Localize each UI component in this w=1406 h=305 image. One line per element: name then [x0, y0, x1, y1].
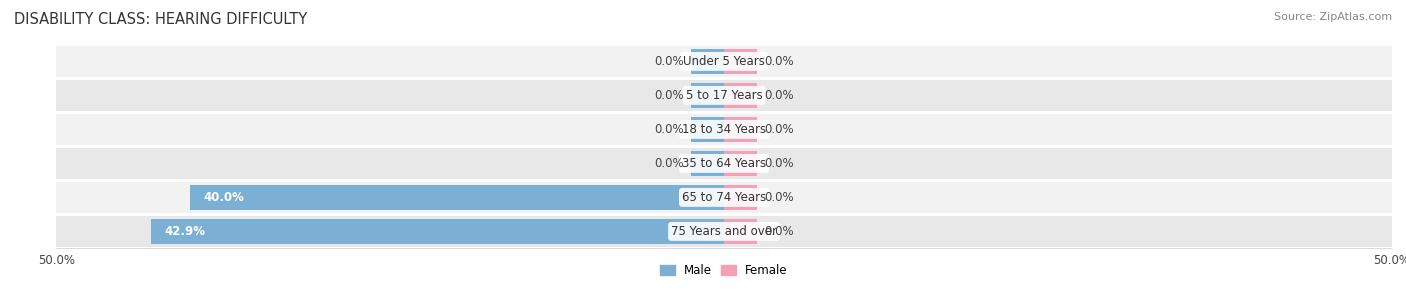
Text: 40.0%: 40.0% — [204, 191, 245, 204]
Text: 42.9%: 42.9% — [165, 225, 205, 238]
Text: 0.0%: 0.0% — [654, 157, 685, 170]
Text: 0.0%: 0.0% — [765, 89, 794, 102]
Bar — [56, 216, 1392, 247]
Text: 0.0%: 0.0% — [765, 55, 794, 68]
Text: 0.0%: 0.0% — [765, 191, 794, 204]
Bar — [724, 117, 758, 142]
Text: DISABILITY CLASS: HEARING DIFFICULTY: DISABILITY CLASS: HEARING DIFFICULTY — [14, 12, 308, 27]
Bar — [724, 151, 758, 176]
Bar — [690, 117, 724, 142]
Text: Source: ZipAtlas.com: Source: ZipAtlas.com — [1274, 12, 1392, 22]
Text: 0.0%: 0.0% — [654, 89, 685, 102]
Text: 35 to 64 Years: 35 to 64 Years — [682, 157, 766, 170]
Bar — [56, 182, 1392, 213]
Text: 65 to 74 Years: 65 to 74 Years — [682, 191, 766, 204]
Bar — [724, 49, 758, 74]
Bar — [724, 83, 758, 108]
Bar — [690, 151, 724, 176]
Bar — [56, 46, 1392, 77]
Bar — [690, 83, 724, 108]
Text: 0.0%: 0.0% — [765, 225, 794, 238]
Bar — [150, 219, 724, 244]
Bar — [190, 185, 724, 210]
Text: 0.0%: 0.0% — [765, 157, 794, 170]
Text: 0.0%: 0.0% — [654, 123, 685, 136]
Bar — [724, 185, 758, 210]
Legend: Male, Female: Male, Female — [655, 259, 793, 282]
Text: 18 to 34 Years: 18 to 34 Years — [682, 123, 766, 136]
Text: 75 Years and over: 75 Years and over — [671, 225, 778, 238]
Bar — [56, 114, 1392, 145]
Bar — [56, 80, 1392, 111]
Bar — [56, 148, 1392, 179]
Bar — [724, 219, 758, 244]
Text: 0.0%: 0.0% — [654, 55, 685, 68]
Text: Under 5 Years: Under 5 Years — [683, 55, 765, 68]
Text: 0.0%: 0.0% — [765, 123, 794, 136]
Bar — [690, 49, 724, 74]
Text: 5 to 17 Years: 5 to 17 Years — [686, 89, 762, 102]
